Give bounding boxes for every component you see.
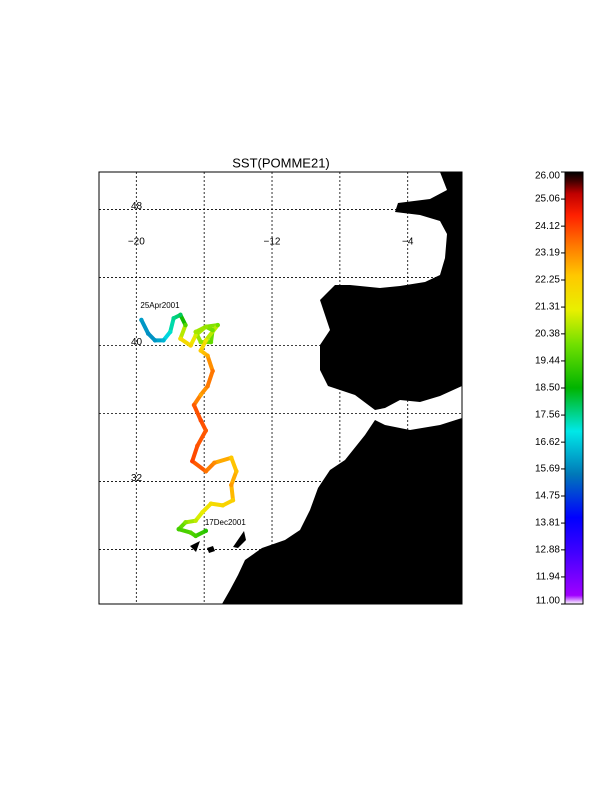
colorbar-label: 19.44: [535, 356, 560, 367]
track-point: [183, 322, 188, 328]
track-point: [229, 482, 234, 488]
start-label: 25Apr2001: [140, 301, 180, 310]
colorbar-label: 24.12: [535, 221, 560, 232]
track-segment: [229, 482, 236, 503]
track-point: [198, 348, 203, 353]
track-segment: [168, 316, 176, 334]
map-frame: [98, 171, 463, 605]
track-point: [193, 518, 198, 523]
colorbar-label: 14.75: [535, 491, 560, 502]
island: [190, 541, 200, 552]
track-point: [212, 460, 217, 466]
track-point: [203, 324, 209, 329]
track-segment: [139, 317, 151, 336]
track-segment: [229, 469, 239, 487]
track-point: [188, 530, 193, 535]
track-point: [215, 322, 220, 328]
track-point: [208, 501, 214, 506]
track-point: [203, 338, 209, 343]
land: [190, 172, 462, 604]
track-segment: [191, 403, 203, 423]
track-point: [220, 503, 226, 508]
track-point: [198, 418, 203, 423]
colorbar-label: 13.81: [535, 518, 560, 529]
lat-label: 40: [131, 337, 143, 348]
track-point: [145, 331, 151, 336]
track-segment: [195, 428, 208, 448]
track-segment: [203, 323, 220, 343]
colorbar-label: 23.19: [535, 248, 560, 259]
colorbar-label: 11.00: [536, 596, 561, 607]
track-point: [230, 498, 236, 503]
colorbar: [564, 171, 584, 605]
map-title: SST(POMME21): [232, 155, 330, 170]
track-segment: [205, 353, 215, 373]
track-point: [200, 509, 205, 515]
colorbar-label: 21.31: [535, 302, 560, 313]
colorbar-label: 22.25: [535, 275, 560, 286]
track-point: [203, 428, 209, 433]
track-point: [190, 458, 195, 464]
colorbar-label: 26.00: [535, 171, 560, 182]
lon-label: −12: [264, 237, 281, 248]
land: [222, 418, 462, 604]
track-point: [188, 343, 193, 348]
colorbar-label: 16.62: [535, 437, 560, 448]
track-point: [183, 520, 188, 525]
track-point: [234, 469, 239, 474]
land: [320, 172, 462, 410]
track-point: [168, 329, 173, 335]
track-point: [203, 528, 209, 534]
lon-label: −20: [128, 237, 145, 248]
track-point: [198, 392, 203, 398]
track-point: [152, 338, 158, 343]
island: [233, 531, 246, 548]
colorbar-label: 12.88: [535, 544, 560, 555]
track-point: [178, 312, 183, 318]
end-label: 17Dec2001: [205, 518, 246, 527]
track-segment: [178, 323, 188, 341]
track-point: [205, 353, 210, 358]
track-segment: [190, 443, 200, 464]
track-point: [139, 317, 144, 323]
lat-label: 32: [131, 473, 143, 484]
colorbar-label: 11.94: [536, 572, 561, 583]
track-segment: [205, 368, 215, 389]
track-point: [208, 339, 214, 345]
colorbar-label: 15.69: [535, 464, 560, 475]
track-point: [161, 338, 166, 343]
track-point: [198, 339, 203, 345]
track-point: [191, 402, 197, 408]
colorbar-label: 25.06: [535, 194, 560, 205]
track-segment: [212, 455, 234, 465]
track-point: [205, 384, 210, 389]
colorbar-label: 20.38: [535, 328, 560, 339]
track-segment: [229, 455, 239, 474]
track-segment: [190, 459, 208, 474]
track-point: [210, 368, 215, 374]
lat-label: 48: [131, 201, 143, 212]
track-point: [229, 455, 234, 460]
track-point: [210, 327, 215, 333]
track-point: [171, 316, 176, 321]
colorbar-label: 18.50: [535, 383, 560, 394]
track-point: [203, 469, 209, 474]
track-point: [193, 329, 198, 335]
track-point: [193, 533, 198, 539]
track-point: [178, 336, 183, 341]
colorbar-label: 17.56: [535, 410, 560, 421]
track-point: [176, 526, 181, 532]
lon-label: −4: [402, 237, 414, 248]
track-point: [195, 443, 200, 449]
track-point: [193, 333, 198, 338]
